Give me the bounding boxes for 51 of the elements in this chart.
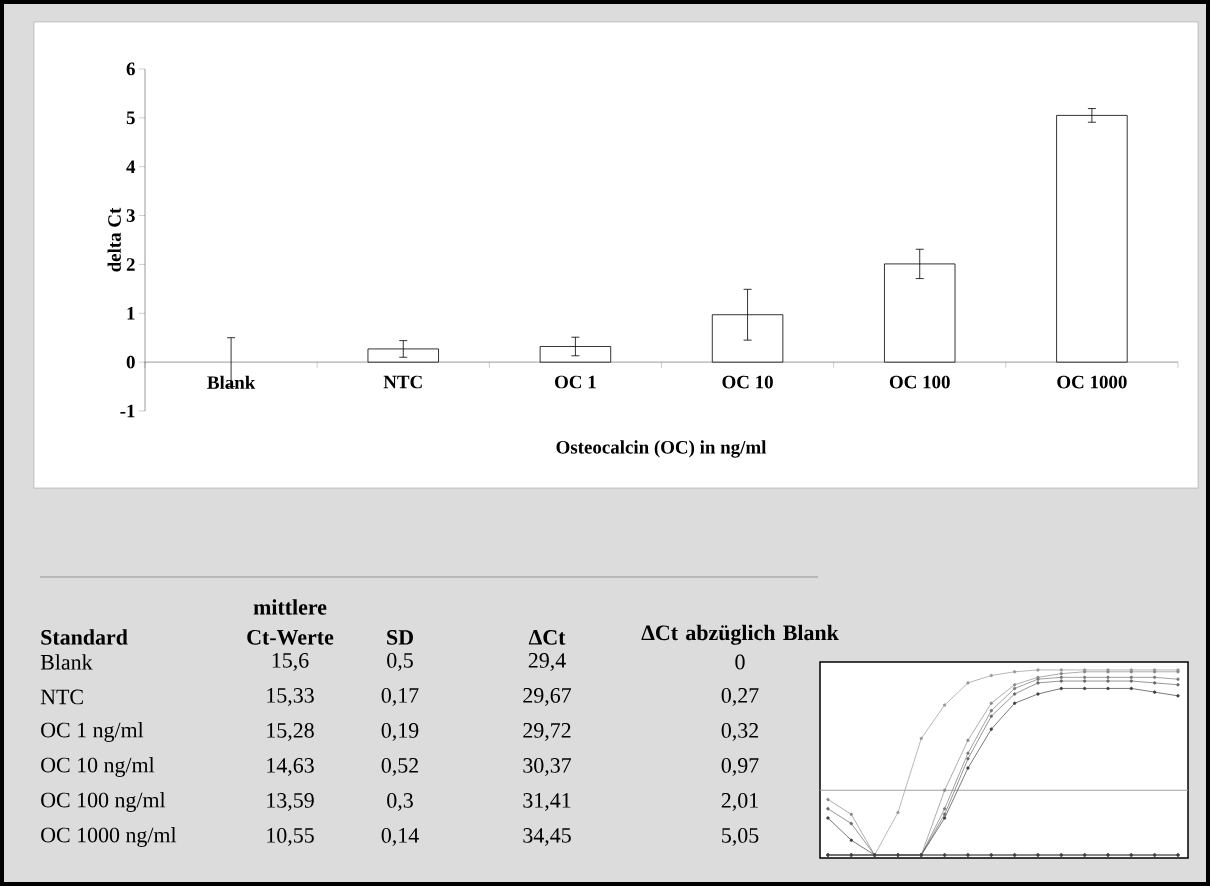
text: 30,37 [523, 758, 572, 776]
y-tick-label: 5 [126, 111, 135, 125]
text: 2,01 [721, 793, 758, 811]
text: 29,4 [528, 653, 566, 671]
text: 31,41 [523, 793, 571, 811]
category-label: Standard [41, 629, 128, 645]
text: 0,27 [721, 688, 759, 706]
y-tick-label: 0 [126, 355, 135, 369]
category-label: SD [387, 630, 413, 645]
x-tick-label: NTC [383, 375, 422, 389]
text: 0,97 [721, 758, 759, 776]
y-tick-label: 1 [127, 307, 135, 320]
y-tick-label: -1 [120, 404, 135, 418]
text: 14,63 [267, 758, 314, 776]
x-tick-label: Blank [207, 375, 256, 389]
text: 0,17 [381, 688, 419, 706]
text: OC 10 ng/ml [41, 757, 155, 777]
text: OC 100 ng/ml [41, 792, 166, 812]
category-label: mittlere Ct-Werte [247, 599, 334, 645]
text: 15,28 [267, 723, 314, 741]
y-tick-label: 2 [126, 258, 135, 271]
text: OC 1000 ng/ml [41, 827, 177, 847]
text: NTC [40, 689, 83, 705]
x-axis-title: Osteocalcin (OC) in ng/ml [556, 440, 767, 458]
text: 0,19 [381, 723, 419, 741]
text: 10,55 [267, 828, 314, 846]
category-label: ΔCt abzüglich Blank [641, 624, 839, 645]
text: 15,6 [272, 653, 309, 671]
text: 34,45 [523, 828, 571, 846]
text: 13,59 [267, 793, 314, 811]
text: 0,32 [721, 723, 758, 741]
text: 0 [735, 654, 745, 670]
x-tick-label: OC 1 [555, 375, 596, 389]
text: OC 1 ng/ml [41, 722, 144, 742]
text: 0,3 [387, 793, 413, 811]
text: 5,05 [722, 828, 759, 846]
x-tick-label: OC 1000 [1057, 375, 1127, 389]
y-tick-label: 4 [126, 160, 136, 173]
text: 0,52 [381, 758, 418, 776]
x-tick-label: OC 100 [889, 375, 950, 389]
text: 0,14 [381, 828, 419, 846]
y-tick-label: 6 [126, 62, 135, 76]
text: 29,72 [523, 723, 571, 741]
text: 0,5 [387, 653, 413, 671]
text: Blank [40, 654, 93, 670]
y-axis-title: delta Ct [107, 207, 121, 272]
text: 29,67 [523, 688, 572, 706]
x-tick-label: OC 10 [722, 375, 773, 389]
text: 15,33 [267, 688, 314, 706]
category-label: ΔCt [528, 630, 566, 645]
y-tick-label: 3 [126, 209, 135, 222]
